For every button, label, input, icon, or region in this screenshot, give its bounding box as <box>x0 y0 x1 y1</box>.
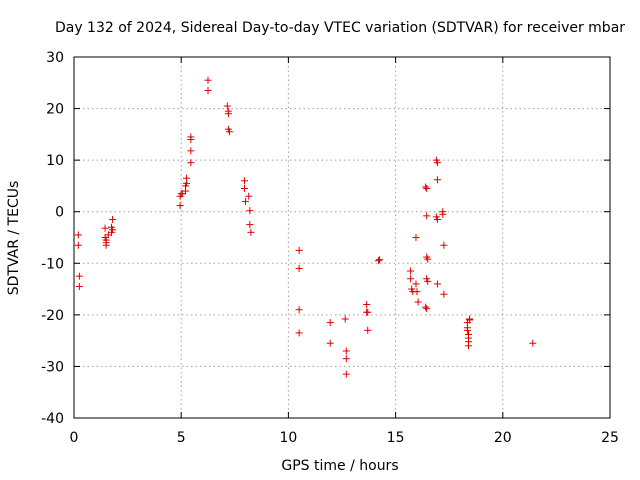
data-point <box>466 316 474 324</box>
data-point <box>240 177 248 185</box>
data-point <box>109 226 117 234</box>
grid-layer <box>74 57 610 418</box>
data-point <box>224 110 232 118</box>
data-point <box>464 342 472 350</box>
data-point <box>246 221 254 229</box>
y-tick-label: -10 <box>41 256 64 272</box>
x-tick-label: 5 <box>177 430 186 446</box>
x-tick-label: 10 <box>279 430 297 446</box>
data-point <box>295 329 303 337</box>
data-point <box>412 280 420 288</box>
data-point <box>407 267 415 275</box>
data-point <box>407 275 415 283</box>
data-point <box>433 159 441 167</box>
y-tick-label: -40 <box>41 411 64 427</box>
data-point <box>423 212 431 220</box>
data-point <box>326 319 334 327</box>
data-point <box>440 290 448 298</box>
data-point <box>102 241 110 249</box>
plot-frame <box>73 56 611 419</box>
x-tick-label: 0 <box>70 430 79 446</box>
data-point <box>529 339 537 347</box>
y-tick-label: -20 <box>41 308 64 324</box>
data-point <box>424 255 432 263</box>
data-point <box>363 301 371 309</box>
y-tick-label: 20 <box>46 102 64 118</box>
data-point <box>101 224 109 232</box>
data-point <box>463 326 471 334</box>
data-point <box>247 228 255 236</box>
data-point <box>422 303 430 311</box>
y-tick-label: 10 <box>46 153 64 169</box>
data-point <box>187 136 195 144</box>
data-point <box>223 102 231 110</box>
data-points <box>74 76 537 378</box>
data-point <box>364 308 372 316</box>
data-point <box>187 159 195 167</box>
data-point <box>423 305 431 313</box>
x-tick-label: 15 <box>387 430 405 446</box>
x-axis-label: GPS time / hours <box>281 458 398 474</box>
data-point <box>204 87 212 95</box>
data-point <box>423 185 431 193</box>
data-point <box>424 277 432 285</box>
data-point <box>364 326 372 334</box>
data-point <box>341 315 349 323</box>
data-point <box>75 282 83 290</box>
y-tick-label: -30 <box>41 359 64 375</box>
data-point <box>376 256 384 264</box>
data-point <box>342 370 350 378</box>
data-point <box>413 288 421 296</box>
data-point <box>342 347 350 355</box>
data-point <box>295 306 303 314</box>
data-point <box>422 183 430 191</box>
data-point <box>440 241 448 249</box>
data-point <box>439 210 447 218</box>
data-point <box>225 128 233 136</box>
data-point <box>433 215 441 223</box>
x-tick-label: 20 <box>494 430 512 446</box>
data-point <box>326 339 334 347</box>
data-point <box>246 207 254 215</box>
y-tick-label: 30 <box>46 50 64 66</box>
data-point <box>342 355 350 363</box>
data-point <box>74 231 82 239</box>
data-point <box>414 298 422 306</box>
data-point <box>433 176 441 184</box>
y-tick-label: 0 <box>55 205 64 221</box>
data-point <box>183 174 191 182</box>
data-point <box>242 197 250 205</box>
y-axis-label: SDTVAR / TECUs <box>6 181 22 296</box>
data-point <box>374 257 382 265</box>
data-point <box>109 215 117 223</box>
data-point <box>240 185 248 193</box>
data-point <box>412 234 420 241</box>
data-point <box>74 241 82 249</box>
data-point <box>75 272 83 280</box>
data-point <box>187 147 195 155</box>
data-point <box>295 246 303 254</box>
chart-title: Day 132 of 2024, Sidereal Day-to-day VTE… <box>55 20 625 36</box>
x-tick-label: 25 <box>601 430 619 446</box>
data-point <box>245 192 253 200</box>
data-point <box>295 264 303 272</box>
data-point <box>204 76 212 84</box>
data-point <box>176 202 184 210</box>
data-point <box>433 280 441 288</box>
